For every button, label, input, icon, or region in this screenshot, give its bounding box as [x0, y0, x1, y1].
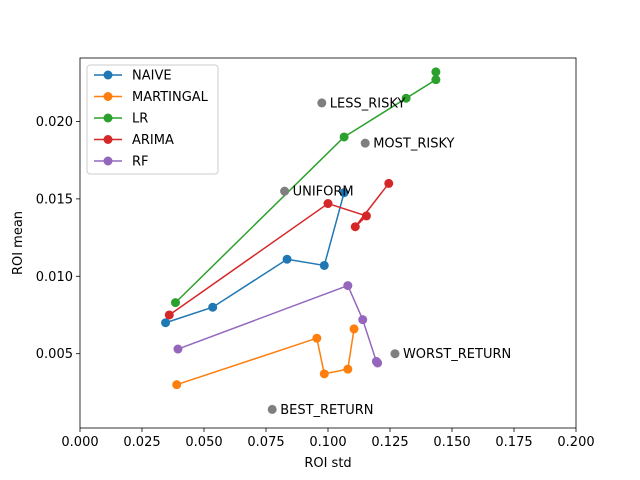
data-point-naive	[319, 260, 329, 270]
y-tick-label: 0.015	[36, 192, 73, 207]
x-axis-label: ROI std	[304, 456, 351, 471]
legend-swatch-marker	[103, 113, 113, 123]
legend-box	[86, 64, 219, 175]
data-point-martingal	[349, 324, 359, 334]
annotation-point	[390, 349, 400, 359]
y-tick-label: 0.005	[36, 347, 73, 362]
x-tick-label: 0.150	[433, 435, 470, 450]
x-tick-label: 0.050	[185, 435, 222, 450]
annotation-label: LESS_RISKY	[330, 96, 406, 111]
data-point-naive	[282, 254, 292, 264]
annotation-best-return: BEST_RETURN	[267, 403, 373, 418]
data-point-naive	[339, 188, 349, 198]
data-point-arima	[323, 199, 333, 209]
data-point-lr	[431, 67, 441, 77]
legend-entry-rf: RF	[94, 155, 149, 170]
annotation-most-risky: MOST_RISKY	[360, 137, 455, 152]
y-axis-label: ROI mean	[11, 211, 26, 275]
data-point-naive	[208, 302, 218, 312]
x-axis: 0.000 0.025 0.050 0.075 0.100 0.125 0.150 0.175…	[61, 428, 595, 450]
legend-entry-martingal: MARTINGAL	[94, 90, 209, 105]
legend-label: LR	[132, 112, 148, 127]
legend-swatch-marker	[103, 135, 113, 144]
legend-entry-arima: ARIMA	[94, 133, 174, 148]
annotation-point	[267, 404, 277, 414]
legend-label: MARTINGAL	[132, 90, 209, 105]
annotation-label: WORST_RETURN	[403, 347, 511, 362]
y-tick-label: 0.020	[36, 115, 73, 130]
x-tick-label: 0.200	[557, 435, 594, 450]
series-martingal	[172, 324, 359, 390]
series-arima	[164, 178, 394, 320]
x-tick-label: 0.125	[371, 435, 408, 450]
annotation-point	[317, 98, 327, 108]
data-point-martingal	[343, 364, 353, 374]
legend-label: ARIMA	[132, 133, 174, 148]
legend-swatch-marker	[103, 156, 113, 166]
legend: NAIVE MARTINGAL LR ARIMA RF	[86, 64, 219, 175]
legend-entry-naive: NAIVE	[94, 69, 172, 84]
data-point-martingal	[319, 369, 329, 379]
series-naive	[161, 188, 349, 328]
x-tick-label: 0.075	[247, 435, 284, 450]
legend-swatch-marker	[103, 92, 113, 101]
data-point-rf	[358, 315, 368, 325]
data-point-lr	[431, 75, 441, 85]
annotation-label: UNIFORM	[293, 185, 354, 200]
y-axis: 0.005 0.010 0.015 0.020	[36, 115, 80, 362]
annotation-uniform: UNIFORM	[280, 185, 354, 200]
annotation-point	[280, 186, 290, 196]
legend-label: NAIVE	[132, 69, 172, 84]
annotation-point	[360, 138, 370, 148]
data-point-lr	[170, 298, 180, 308]
series-rf	[173, 281, 383, 368]
data-point-martingal	[172, 380, 182, 390]
x-tick-label: 0.100	[309, 435, 346, 450]
legend-entry-lr: LR	[94, 112, 148, 127]
data-point-martingal	[312, 333, 322, 343]
annotation-worst-return: WORST_RETURN	[390, 347, 511, 362]
data-point-rf	[173, 344, 183, 354]
data-point-lr	[401, 93, 411, 103]
data-point-rf	[373, 358, 383, 368]
data-point-arima	[350, 222, 360, 232]
x-tick-label: 0.000	[61, 435, 98, 450]
data-point-arima	[164, 310, 174, 320]
x-tick-label: 0.025	[123, 435, 160, 450]
annotation-label: BEST_RETURN	[280, 403, 373, 418]
annotation-layer: LESS_RISKY MOST_RISKY UNIFORM WORST_RETURN B…	[267, 96, 511, 418]
x-tick-label: 0.175	[495, 435, 532, 450]
data-point-lr	[339, 132, 349, 142]
y-tick-label: 0.010	[36, 270, 73, 285]
legend-swatch-marker	[103, 70, 113, 80]
annotation-less-risky: LESS_RISKY	[317, 96, 405, 111]
plot-area: LESS_RISKY MOST_RISKY UNIFORM WORST_RETURN B…	[161, 67, 511, 418]
data-point-arima	[361, 211, 371, 221]
annotation-label: MOST_RISKY	[373, 137, 454, 152]
legend-label: RF	[132, 155, 149, 170]
data-point-rf	[343, 281, 353, 291]
data-point-arima	[384, 178, 394, 188]
data-point-naive	[161, 318, 171, 328]
